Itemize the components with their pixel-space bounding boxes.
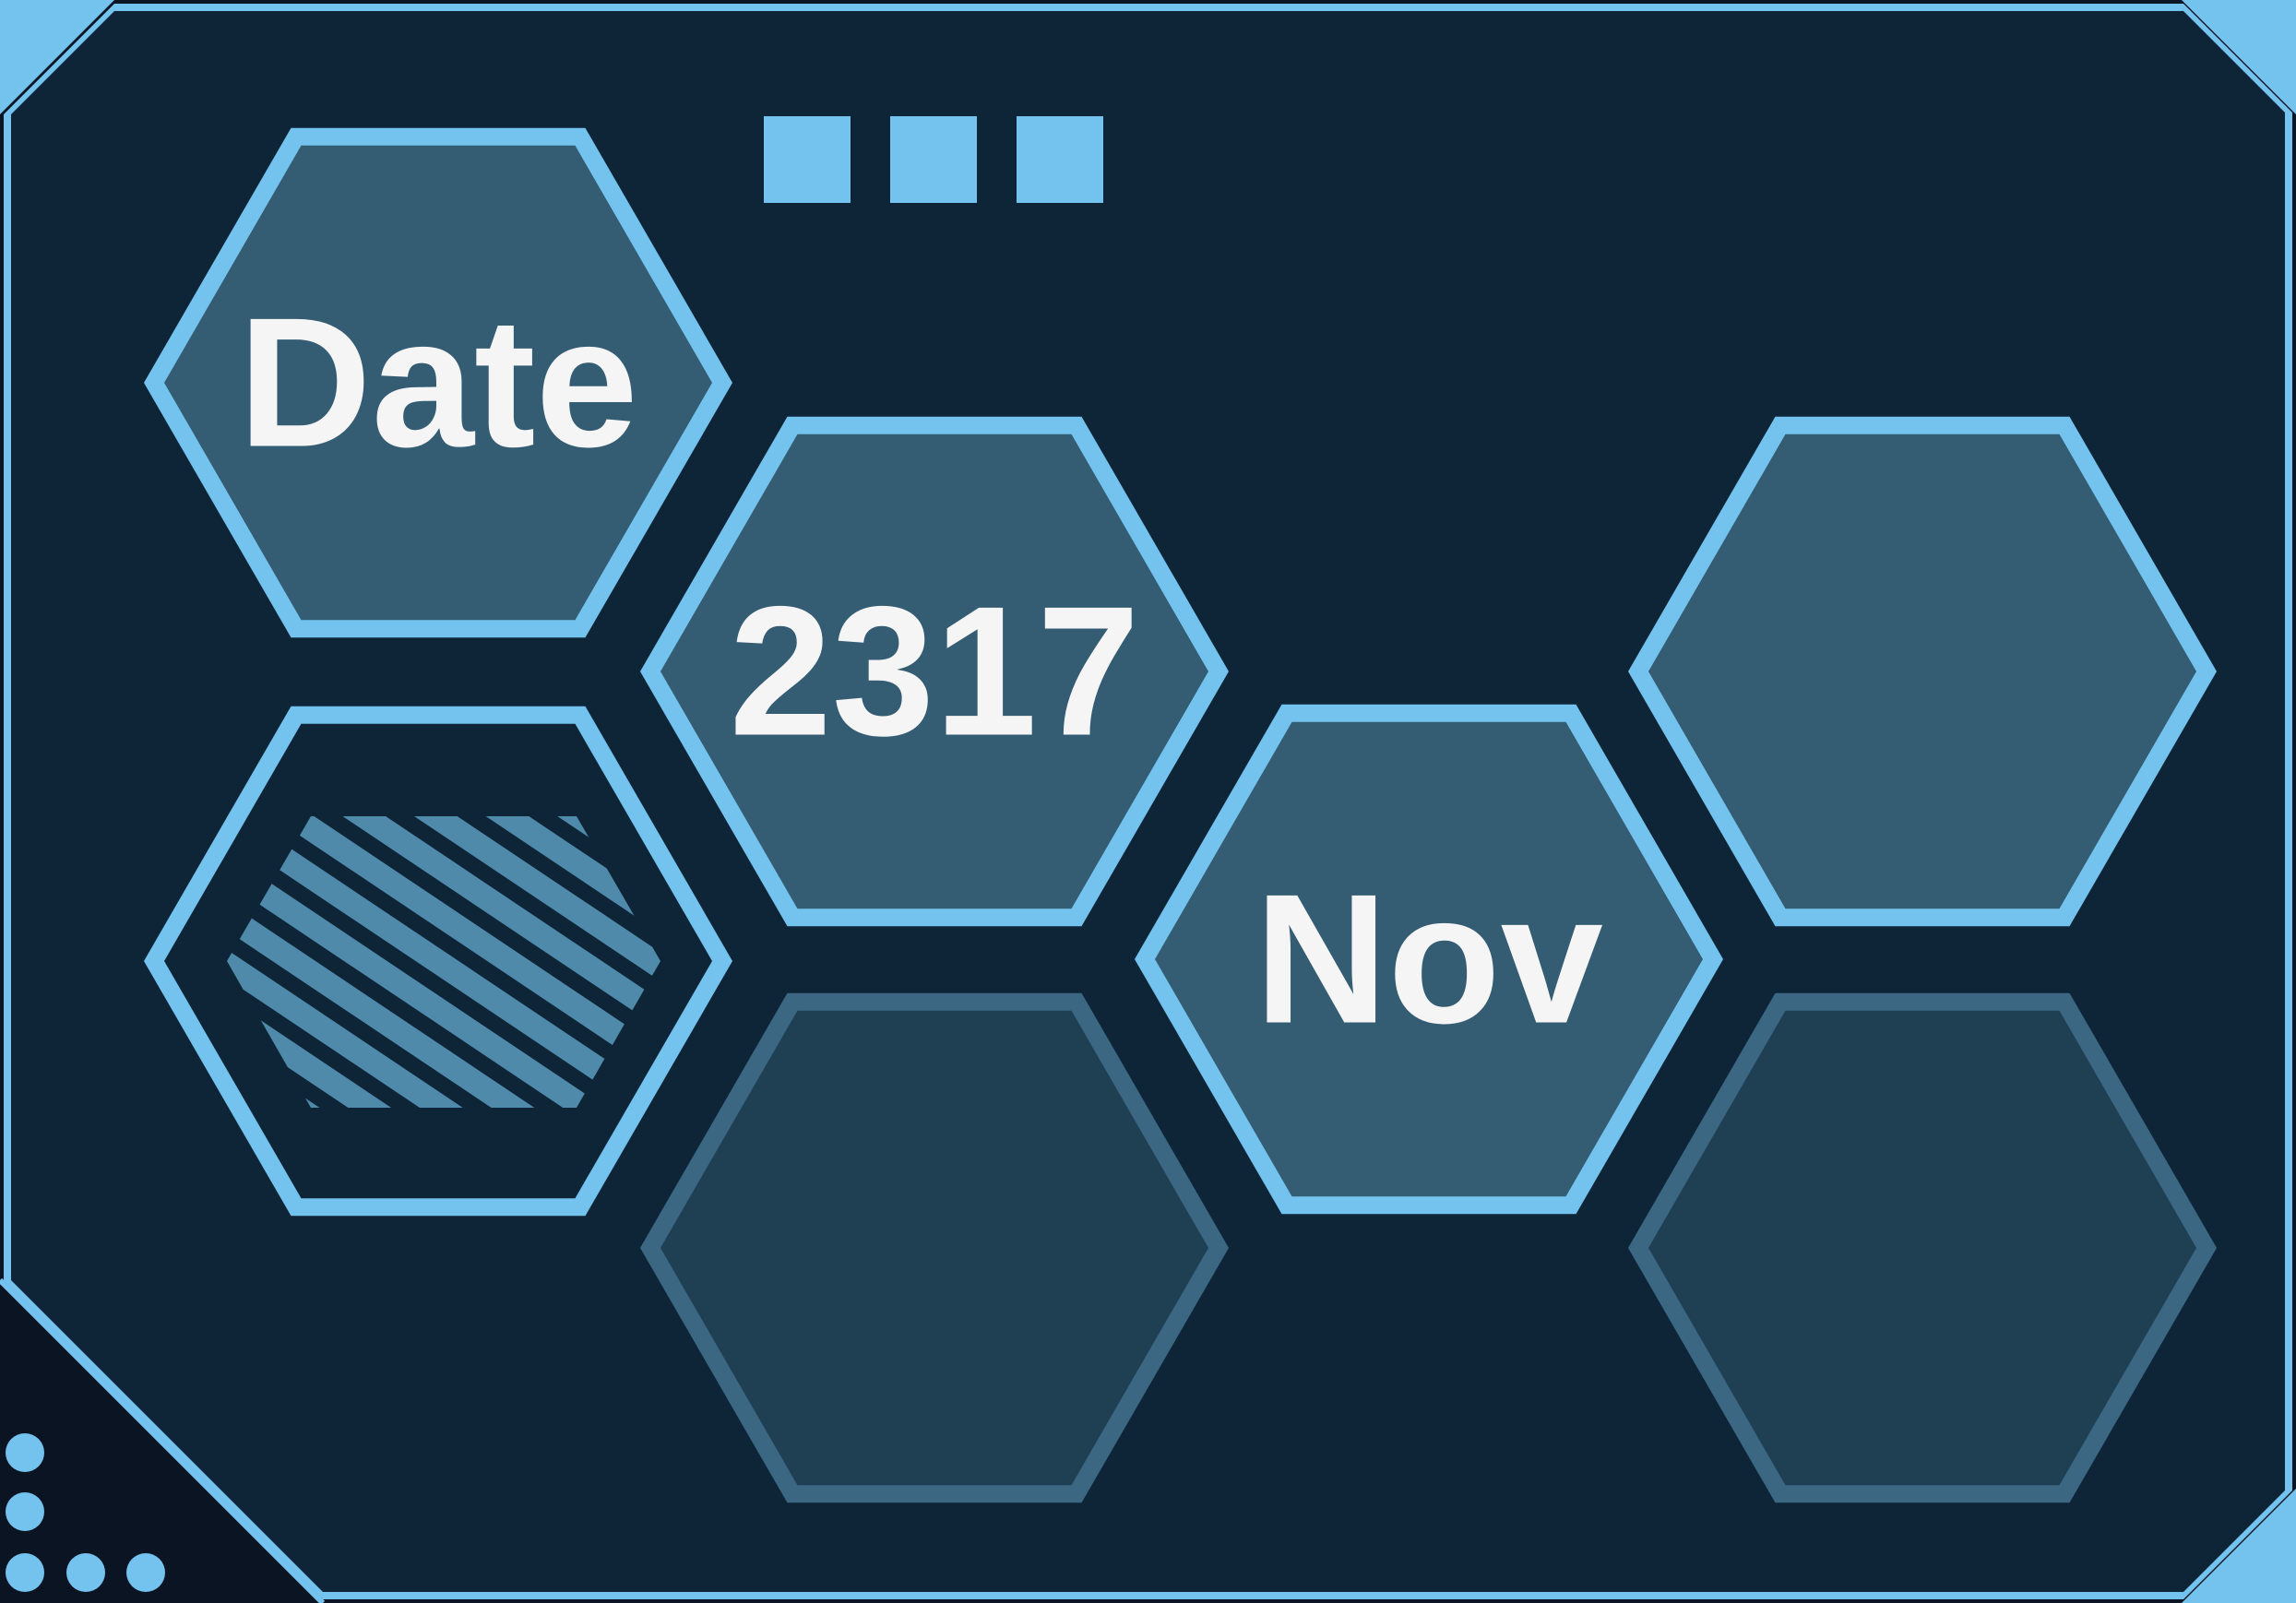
hexagon-empty-bottom-right <box>1628 992 2217 1503</box>
corner-accent-top-left <box>0 0 114 114</box>
hexagon-label-year: 2317 <box>730 569 1140 775</box>
hexagon-label-date-label: Date <box>238 280 638 486</box>
corner-accent-top-right <box>2182 0 2296 114</box>
status-dots <box>6 1433 165 1592</box>
hexagon-fill <box>1155 721 1703 1197</box>
hexagon-fill <box>660 1010 1208 1486</box>
hexagon-empty-bottom-middle <box>640 992 1229 1503</box>
hexagon-grid: Date 2317 Nov <box>144 127 2217 1503</box>
stripe <box>227 816 660 1077</box>
hexagon-year: 2317 <box>640 416 1229 927</box>
status-squares <box>764 116 1103 203</box>
hexagon-month: Nov <box>1135 704 1723 1215</box>
stripe <box>227 816 660 1029</box>
hexagon-fill <box>1648 1010 2196 1486</box>
hexagon-label-month: Nov <box>1255 857 1603 1063</box>
status-dot <box>6 1492 44 1531</box>
status-square <box>764 116 851 203</box>
status-dot <box>6 1553 44 1592</box>
status-dot <box>126 1553 165 1592</box>
hexagon-fill <box>1648 433 2196 909</box>
hexagon-date-label: Date <box>144 127 732 638</box>
status-square <box>890 116 977 203</box>
hexagon-fill <box>164 145 712 621</box>
status-square <box>1017 116 1103 203</box>
hexagon-empty-top-right <box>1628 416 2217 927</box>
corner-notch-edge <box>0 1277 326 1603</box>
status-dot <box>6 1433 44 1472</box>
corner-accent-bottom-right <box>2182 1489 2296 1603</box>
status-dot <box>66 1553 105 1592</box>
stripe <box>227 895 660 1108</box>
hexagon-fill <box>660 433 1208 909</box>
